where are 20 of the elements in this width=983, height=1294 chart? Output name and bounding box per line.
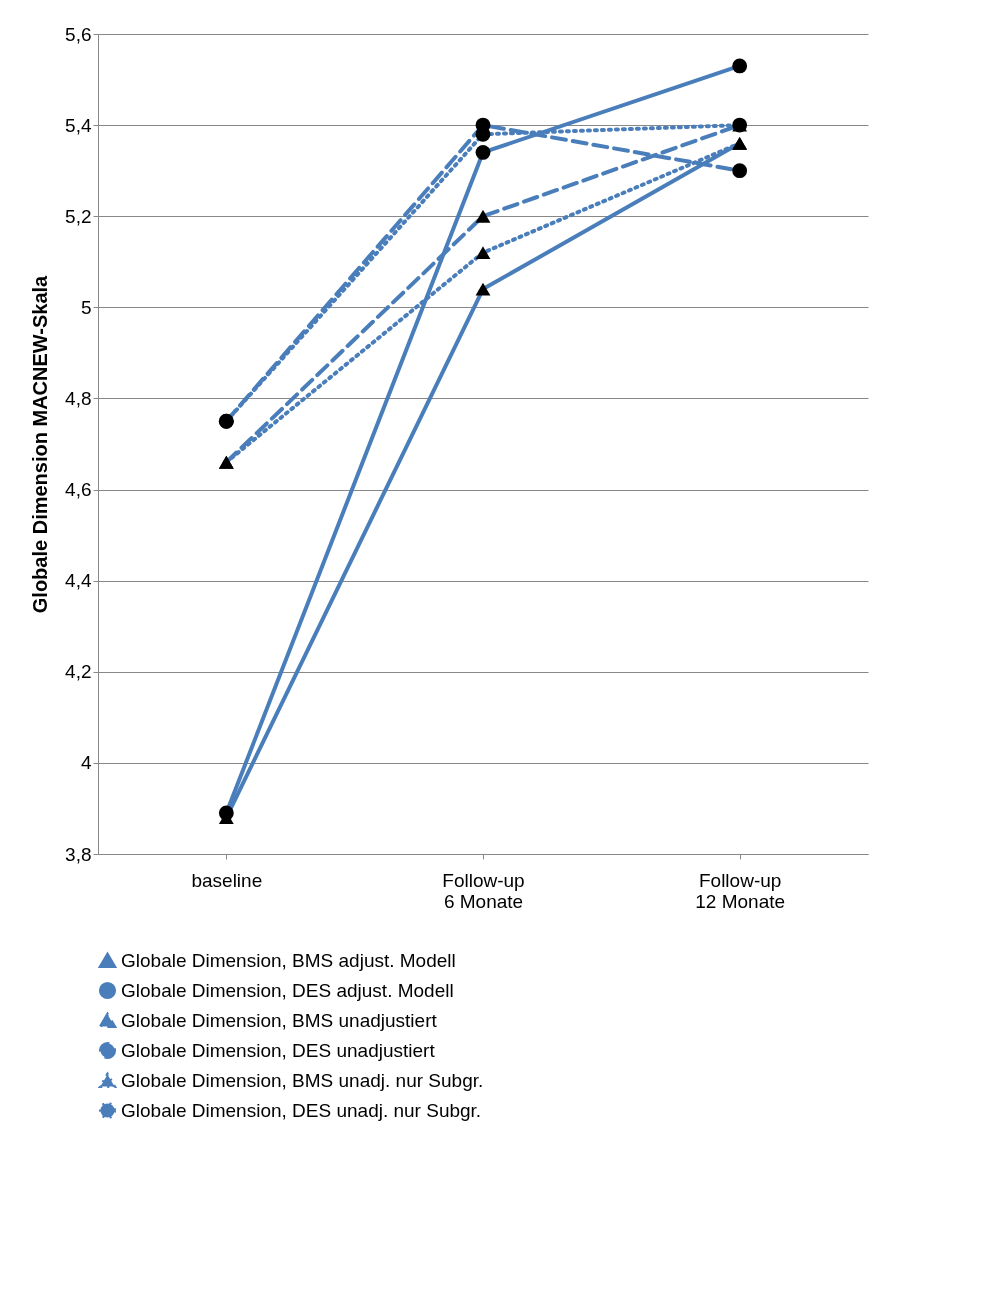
x-tick-label: Follow-up 6 Monate [442,869,525,912]
y-tick-label: 4,6 [65,479,92,501]
y-tick-label: 5,2 [65,205,92,227]
legend-label: Globale Dimension, BMS adjust. Modell [121,949,456,971]
y-tick-label: 4,2 [65,661,92,683]
y-tick-label: 5,6 [65,23,92,45]
legend-label: Globale Dimension, DES unadj. nur Subgr. [121,1099,482,1121]
x-tick-label: Follow-up 12 Monate [695,869,786,912]
legend-label: Globale Dimension, BMS unadj. nur Subgr. [121,1069,484,1091]
y-axis-title: Globale Dimension MACNEW-Skala [29,274,52,614]
legend-label: Globale Dimension, DES adjust. Modell [121,979,454,1001]
y-tick-label: 5,4 [65,114,92,136]
y-tick-label: 4 [80,752,92,774]
legend-label: Globale Dimension, DES unadjustiert [121,1039,436,1061]
legend-label: Globale Dimension, BMS unadjustiert [121,1009,438,1031]
y-tick-label: 4,8 [65,387,92,409]
y-tick-label: 3,8 [65,843,92,865]
y-tick-label: 4,4 [65,570,92,592]
x-tick-label: baseline [191,869,263,891]
y-tick-label: 5 [80,296,92,318]
